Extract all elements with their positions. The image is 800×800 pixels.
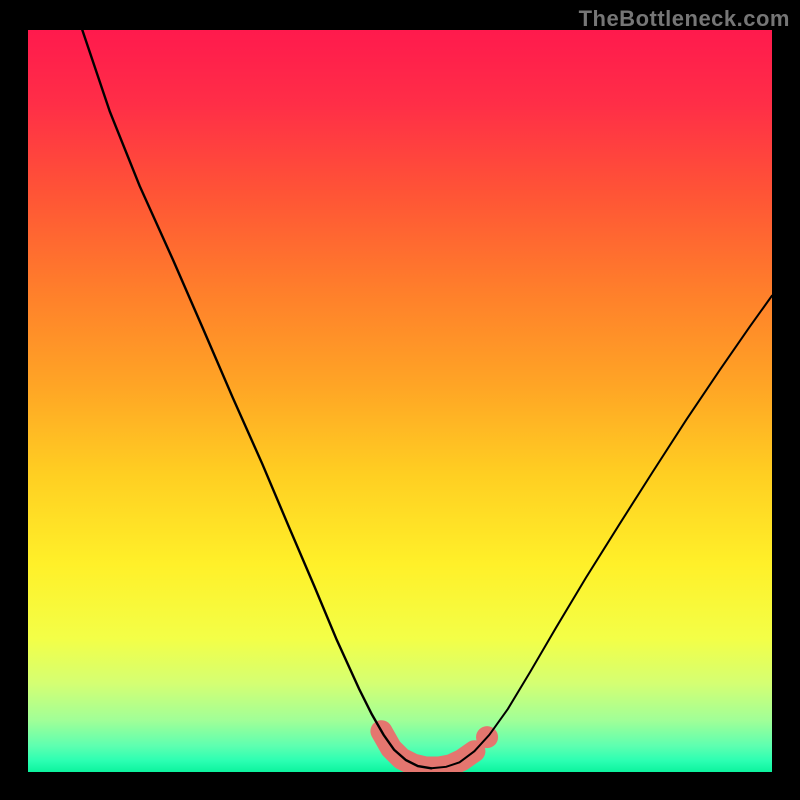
- bottleneck-curve-plot: [28, 30, 772, 772]
- gradient-background: [28, 30, 772, 772]
- chart-frame: TheBottleneck.com: [0, 0, 800, 800]
- watermark-text: TheBottleneck.com: [579, 6, 790, 32]
